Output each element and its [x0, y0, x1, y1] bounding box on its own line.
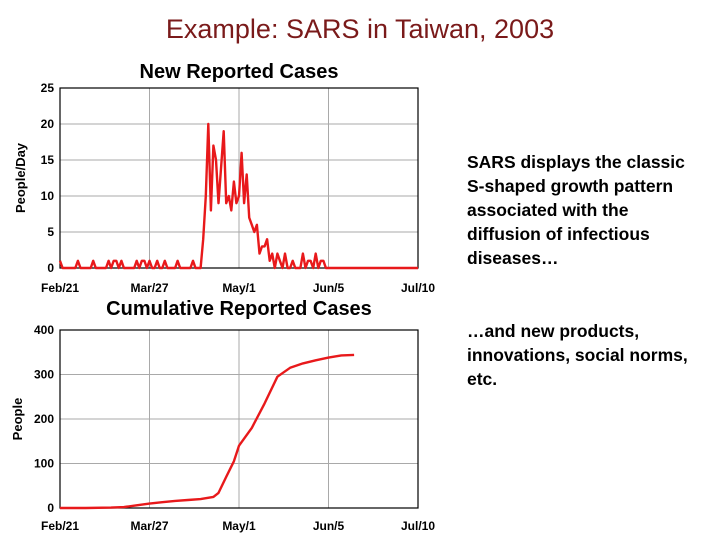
x-tick-label: Mar/27 [130, 281, 168, 295]
x-tick-label: May/1 [222, 281, 256, 295]
y-tick-label: 0 [47, 501, 54, 515]
x-tick-label: Jun/5 [313, 519, 345, 533]
y-tick-label: 100 [34, 457, 54, 471]
series-line [58, 122, 418, 270]
chart-title: Cumulative Reported Cases [106, 298, 372, 320]
x-tick-label: Feb/21 [41, 519, 79, 533]
plot-frame [59, 329, 419, 509]
x-tick-label: Jun/5 [313, 281, 345, 295]
plot-frame [59, 87, 419, 269]
chart-title: New Reported Cases [140, 61, 339, 83]
x-tick-label: Mar/27 [130, 519, 168, 533]
y-axis-label: People/Day [13, 142, 28, 213]
x-tick-label: Jul/10 [401, 519, 435, 533]
slide-title: Example: SARS in Taiwan, 2003 [165, 14, 555, 44]
y-tick-label: 25 [41, 81, 55, 95]
y-tick-label: 15 [41, 153, 55, 167]
y-axis-label: People [10, 398, 25, 441]
y-tick-label: 5 [47, 225, 54, 239]
y-tick-label: 400 [34, 323, 54, 337]
side-text-s-curve: SARS displays the classic S-shaped growt… [467, 152, 685, 268]
y-tick-label: 20 [41, 117, 55, 131]
y-tick-label: 10 [41, 189, 55, 203]
series-line [60, 353, 355, 510]
x-tick-label: May/1 [222, 519, 256, 533]
x-tick-label: Jul/10 [401, 281, 435, 295]
y-tick-label: 300 [34, 368, 54, 382]
y-tick-label: 0 [47, 261, 54, 275]
side-text-products: …and new products, innovations, social n… [467, 321, 688, 389]
x-tick-label: Feb/21 [41, 281, 79, 295]
y-tick-label: 200 [34, 412, 54, 426]
